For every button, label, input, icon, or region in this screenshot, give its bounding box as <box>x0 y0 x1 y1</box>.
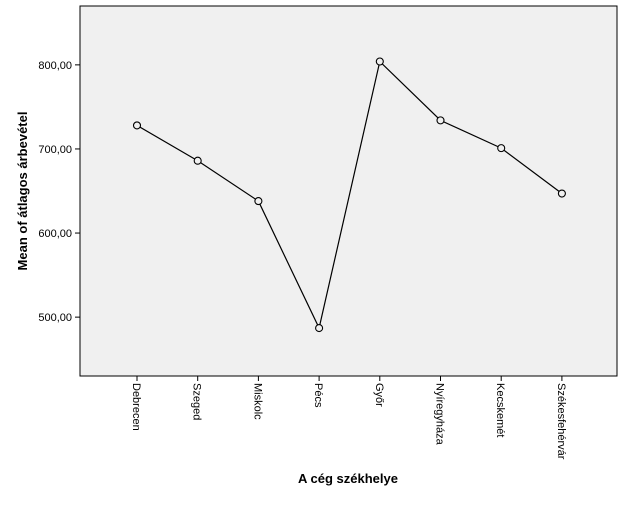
y-axis-title: Mean of átlagos árbevétel <box>15 112 30 271</box>
x-tick-label: Nyíregyháza <box>434 383 446 446</box>
data-point <box>315 324 324 333</box>
y-axis-ticks: 500,00 600,00 700,00 800,00 <box>38 60 80 324</box>
data-point <box>557 189 566 198</box>
data-point <box>254 197 263 206</box>
plot-area <box>79 5 618 377</box>
y-tick-label: 500,00 <box>38 312 72 324</box>
data-point <box>375 57 384 66</box>
data-point <box>193 156 202 165</box>
x-tick-label: Debrecen <box>130 383 142 431</box>
y-tick-label: 800,00 <box>38 60 72 72</box>
x-tick-label: Kecskemét <box>494 383 506 437</box>
data-point <box>132 121 142 130</box>
series-line <box>136 60 563 330</box>
x-tick-label: Székesfehérvár <box>555 383 567 460</box>
data-point <box>497 144 506 153</box>
y-tick-label: 600,00 <box>38 228 72 240</box>
x-tick-label: Pécs <box>312 383 324 408</box>
series-layer <box>132 57 566 333</box>
x-axis-title: A cég székhelye <box>298 471 398 486</box>
x-tick-label: Miskolc <box>251 383 263 420</box>
data-point <box>436 116 445 125</box>
x-axis-ticks: Debrecen Szeged Miskolc Pécs Győr Nyíregyháza… <box>130 376 567 460</box>
x-tick-label: Szeged <box>191 383 203 420</box>
y-tick-label: 700,00 <box>38 144 72 156</box>
x-tick-label: Győr <box>373 383 385 407</box>
